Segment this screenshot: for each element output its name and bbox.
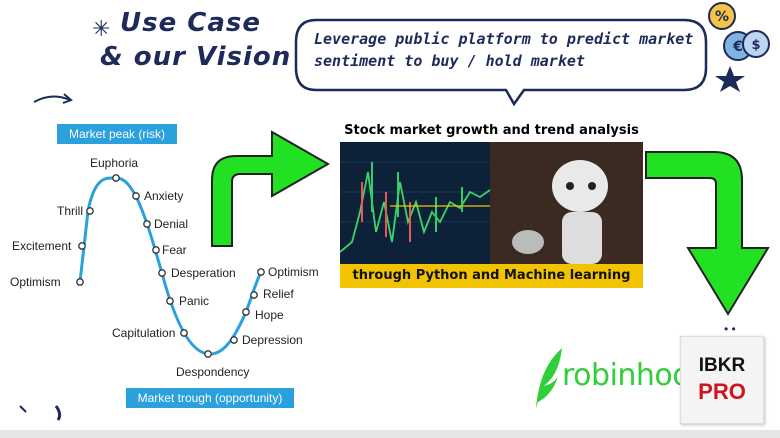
stock-analysis-image: Stock market growth and trend analysis t… — [340, 120, 643, 288]
cycle-label-optimism: Optimism — [10, 275, 61, 289]
market-cycle-curve — [76, 174, 265, 358]
cycle-point — [158, 269, 166, 277]
corner-decoration-icon — [19, 405, 62, 421]
cycle-point — [132, 192, 140, 200]
svg-text:%: % — [715, 9, 729, 25]
cycle-label-excitement: Excitement — [12, 239, 72, 253]
robinhood-feather-icon — [536, 348, 562, 408]
title-line2: & our Vision — [100, 42, 292, 72]
cycle-point — [143, 220, 151, 228]
cycle-point — [204, 350, 212, 358]
money-icons: % € $ — [708, 2, 770, 92]
stock-image-top-caption: Stock market growth and trend analysis — [340, 120, 643, 142]
cycle-label-capitulation: Capitulation — [112, 326, 176, 340]
sparkle-icon: ✳ — [92, 16, 111, 41]
cycle-label-hope: Hope — [255, 308, 284, 322]
star-icon — [715, 66, 745, 92]
svg-text:$: $ — [751, 38, 760, 53]
ibkr-text: IBKR — [698, 355, 746, 376]
speech-bubble-line2: sentiment to buy / hold market — [314, 52, 585, 70]
market-trough-label: Market trough (opportunity) — [126, 388, 294, 408]
cycle-point — [166, 297, 174, 305]
cycle-point — [86, 207, 94, 215]
svg-text:€: € — [732, 39, 743, 55]
percent-coin-icon — [708, 2, 736, 30]
cycle-label-thrill: Thrill — [57, 204, 83, 218]
title-line1: Use Case — [120, 8, 262, 38]
cycle-label-depression: Depression — [242, 333, 303, 347]
cycle-point — [78, 242, 86, 250]
cycle-point — [250, 291, 258, 299]
curved-arrow-icon — [33, 93, 73, 104]
cycle-label-panic: Panic — [179, 294, 210, 308]
bottom-strip — [0, 430, 780, 438]
cycle-label-despondency: Despondency — [176, 365, 250, 379]
cycle-point — [112, 174, 120, 182]
cycle-label-relief: Relief — [263, 287, 294, 301]
speech-bubble-line1: Leverage public platform to predict mark… — [314, 30, 694, 48]
market-peak-label: Market peak (risk) — [57, 124, 177, 144]
candlestick-chart-image — [340, 142, 643, 264]
cycle-point — [242, 308, 250, 316]
cycle-point — [180, 329, 188, 337]
speech-bubble — [294, 18, 708, 107]
right-turn-arrow-icon — [211, 130, 331, 247]
dots-decoration: • • — [724, 322, 736, 336]
cycle-label-optimism: Optimism — [268, 265, 319, 279]
stock-image-bottom-caption: through Python and Machine learning — [340, 264, 643, 288]
cycle-point — [230, 336, 238, 344]
down-turn-arrow-icon — [645, 151, 770, 316]
cycle-label-anxiety: Anxiety — [144, 189, 184, 203]
cycle-point — [152, 246, 160, 254]
ibkr-pro-logo: IBKR PRO — [680, 336, 764, 424]
cycle-label-desperation: Desperation — [171, 266, 236, 280]
cycle-label-denial: Denial — [154, 217, 189, 231]
cycle-point — [257, 268, 265, 276]
pro-text: PRO — [698, 379, 746, 404]
cycle-label-euphoria: Euphoria — [90, 156, 139, 170]
cycle-point — [76, 278, 84, 286]
cycle-label-fear: Fear — [162, 243, 187, 257]
